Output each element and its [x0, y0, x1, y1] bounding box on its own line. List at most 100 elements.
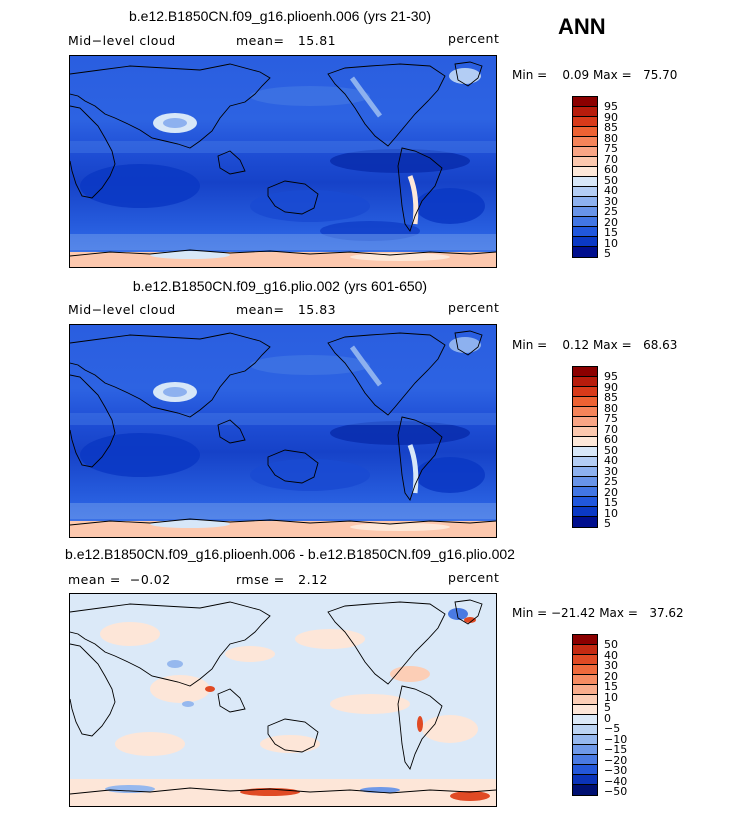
colorbar-label: −20 [604, 753, 628, 767]
colorbar-swatch [573, 397, 597, 407]
colorbar-label: 90 [604, 380, 618, 394]
colorbar-label: 5 [604, 701, 611, 714]
colorbar-swatch [573, 685, 597, 695]
colorbar-label: 50 [604, 443, 618, 457]
colorbar-swatch [573, 407, 597, 417]
colorbar-swatch [573, 157, 597, 167]
colorbar-label: 70 [604, 422, 618, 436]
colorbar-swatch [573, 635, 597, 645]
panel3-mean-label: mean = −0.02 [68, 572, 171, 587]
colorbar-label: 85 [604, 391, 618, 404]
colorbar-label: −50 [604, 785, 628, 798]
colorbar-swatch [573, 517, 597, 527]
colorbar-label: 80 [604, 401, 618, 415]
colorbar-label: 95 [604, 370, 618, 383]
season-label: ANN [558, 14, 606, 39]
colorbar-swatch [573, 177, 597, 187]
colorbar-label: −30 [604, 764, 628, 777]
colorbar-label: −10 [604, 732, 628, 746]
colorbar-swatch [573, 197, 597, 207]
colorbar-swatch [573, 217, 597, 227]
panel1-map [69, 55, 497, 268]
colorbar-swatch [573, 775, 597, 785]
panel2-minmax: Min = 0.12 Max = 68.63 [512, 338, 678, 352]
colorbar-swatch [573, 477, 597, 487]
colorbar-swatch [573, 227, 597, 237]
panel2-title: b.e12.B1850CN.f09_g16.plio.002 (yrs 601-… [132, 278, 428, 294]
colorbar-swatch [573, 187, 597, 197]
panel1-colorbar [572, 96, 598, 258]
colorbar-label: 95 [604, 100, 618, 113]
panel2-colorbar [572, 366, 598, 528]
colorbar-label: 25 [604, 205, 618, 218]
colorbar-label: 85 [604, 121, 618, 134]
colorbar-swatch [573, 735, 597, 745]
panel3-map [69, 593, 497, 807]
colorbar-label: 50 [604, 638, 618, 651]
colorbar-label: 10 [604, 506, 618, 520]
colorbar-label: 90 [604, 110, 618, 124]
colorbar-swatch [573, 755, 597, 765]
colorbar-swatch [573, 467, 597, 477]
colorbar-swatch [573, 117, 597, 127]
colorbar-label: 40 [604, 648, 618, 662]
panel2-colorbar-labels: 95 90 85 80 75 70 60 50 40 30 25 20 15 1… [604, 370, 644, 535]
colorbar-swatch [573, 427, 597, 437]
colorbar-swatch [573, 377, 597, 387]
colorbar-swatch [573, 237, 597, 247]
panel1-variable-label: Mid−level cloud [68, 33, 176, 48]
colorbar-label: 10 [604, 236, 618, 250]
colorbar-label: 30 [604, 194, 618, 208]
panel1-colorbar-labels: 95 90 85 80 75 70 60 50 40 30 25 20 15 1… [604, 100, 644, 265]
colorbar-label: 20 [604, 215, 618, 229]
colorbar-swatch [573, 137, 597, 147]
colorbar-swatch [573, 705, 597, 715]
colorbar-swatch [573, 487, 597, 497]
colorbar-swatch [573, 695, 597, 705]
colorbar-swatch [573, 765, 597, 775]
colorbar-label: 30 [604, 464, 618, 478]
colorbar-swatch [573, 675, 597, 685]
panel1-mean-label: mean= 15.81 [236, 33, 337, 48]
colorbar-label: 15 [604, 680, 618, 693]
colorbar-swatch [573, 665, 597, 675]
colorbar-swatch [573, 715, 597, 725]
colorbar-label: 20 [604, 669, 618, 683]
colorbar-swatch [573, 745, 597, 755]
colorbar-swatch [573, 437, 597, 447]
colorbar-swatch [573, 127, 597, 137]
panel2-variable-label: Mid−level cloud [68, 302, 176, 317]
colorbar-swatch [573, 497, 597, 507]
colorbar-swatch [573, 97, 597, 107]
colorbar-swatch [573, 447, 597, 457]
colorbar-swatch [573, 655, 597, 665]
panel2-mean-label: mean= 15.83 [236, 302, 337, 317]
colorbar-swatch [573, 507, 597, 517]
colorbar-label: 75 [604, 142, 618, 155]
panel1-units-label: percent [448, 31, 500, 46]
colorbar-swatch [573, 457, 597, 467]
colorbar-label: 30 [604, 659, 618, 672]
panel3-units-label: percent [448, 570, 500, 585]
colorbar-label: 40 [604, 454, 618, 467]
colorbar-label: 70 [604, 152, 618, 166]
colorbar-label: 10 [604, 690, 618, 704]
colorbar-swatch [573, 645, 597, 655]
colorbar-swatch [573, 417, 597, 427]
panel2-units-label: percent [448, 300, 500, 315]
colorbar-swatch [573, 207, 597, 217]
panel3-minmax: Min = −21.42 Max = 37.62 [512, 606, 684, 620]
colorbar-label: 75 [604, 412, 618, 425]
panel3-rmse-label: rmse = 2.12 [236, 572, 328, 587]
colorbar-label: 50 [604, 173, 618, 187]
colorbar-label: 5 [604, 517, 611, 530]
panel1-minmax: Min = 0.09 Max = 75.70 [512, 68, 678, 82]
panel1-title: b.e12.B1850CN.f09_g16.plioenh.006 (yrs 2… [129, 8, 431, 24]
colorbar-swatch [573, 107, 597, 117]
colorbar-label: 5 [604, 247, 611, 260]
colorbar-swatch [573, 785, 597, 795]
colorbar-swatch [573, 725, 597, 735]
colorbar-label: 15 [604, 226, 618, 239]
colorbar-swatch [573, 387, 597, 397]
panel2-map [69, 324, 497, 538]
